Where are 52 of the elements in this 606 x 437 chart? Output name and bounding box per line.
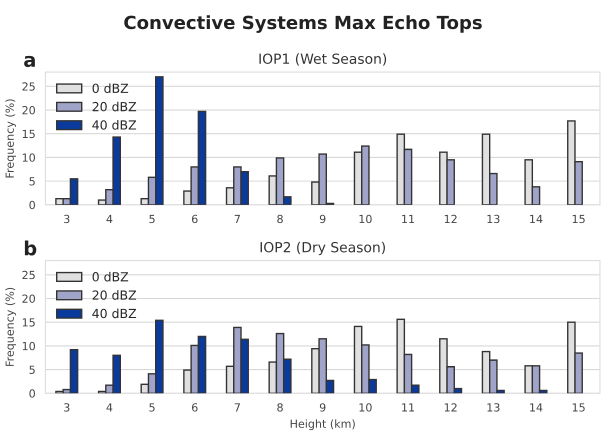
y-tick-label: 5 (30, 177, 35, 186)
text: a (24, 56, 35, 68)
x-tick-label: 5 (149, 403, 155, 412)
legend-label: 40 dBZ (92, 308, 136, 318)
x-tick-label: 14 (530, 214, 542, 223)
y-tick-label: 25 (22, 82, 35, 91)
x-tick-label: 12 (444, 403, 457, 412)
x-tick-label: 13 (487, 403, 500, 412)
y-tick-label: 20 (22, 106, 35, 114)
y-tick-label: 5 (30, 366, 35, 374)
legend-label: 20 dBZ (92, 102, 136, 112)
y-tick-label: 15 (22, 130, 35, 138)
x-tick-label: 15 (572, 403, 585, 412)
chart-title: IOP1 (Wet Season) (259, 53, 386, 66)
legend-label: 20 dBZ (92, 290, 136, 300)
x-tick-label: 6 (192, 214, 198, 224)
x-tick-label: 4 (106, 403, 112, 412)
y-axis-title: Frequency (%) (5, 288, 16, 366)
y-tick-label: 10 (22, 342, 35, 350)
y-tick-label: 15 (22, 318, 35, 327)
x-tick-label: 8 (277, 214, 283, 224)
x-tick-label: 11 (402, 403, 414, 412)
x-tick-label: 9 (320, 403, 326, 412)
x-tick-label: 3 (64, 403, 70, 412)
x-axis-title: Height (km) (290, 419, 355, 430)
y-tick-label: 0 (29, 389, 35, 398)
y-tick-label: 0 (29, 200, 35, 210)
x-tick-label: 5 (149, 214, 155, 224)
legend-label: 40 dBZ (92, 120, 136, 130)
text: b (24, 240, 36, 256)
x-tick-label: 9 (320, 214, 326, 224)
text: Convective Systems Max Echo Tops (124, 15, 482, 33)
x-tick-label: 6 (192, 403, 198, 412)
legend-label: 0 dBZ (92, 83, 128, 94)
x-tick-label: 4 (106, 214, 112, 223)
x-tick-label: 8 (277, 403, 283, 412)
x-tick-label: 12 (444, 214, 457, 223)
y-tick-label: 25 (22, 270, 35, 280)
chart-title: IOP2 (Dry Season) (260, 242, 385, 256)
y-axis-title: Frequency (%) (5, 99, 16, 178)
x-tick-label: 7 (234, 403, 240, 412)
y-tick-label: 10 (22, 153, 35, 162)
x-tick-label: 11 (402, 214, 414, 223)
legend-label: 0 dBZ (92, 272, 128, 282)
y-tick-label: 20 (22, 294, 35, 303)
x-tick-label: 10 (360, 214, 372, 224)
x-tick-label: 15 (572, 214, 585, 224)
x-tick-label: 3 (64, 214, 70, 224)
x-tick-label: 14 (530, 403, 542, 412)
x-tick-label: 10 (360, 403, 372, 412)
x-tick-label: 7 (234, 214, 240, 223)
x-tick-label: 13 (487, 214, 500, 224)
